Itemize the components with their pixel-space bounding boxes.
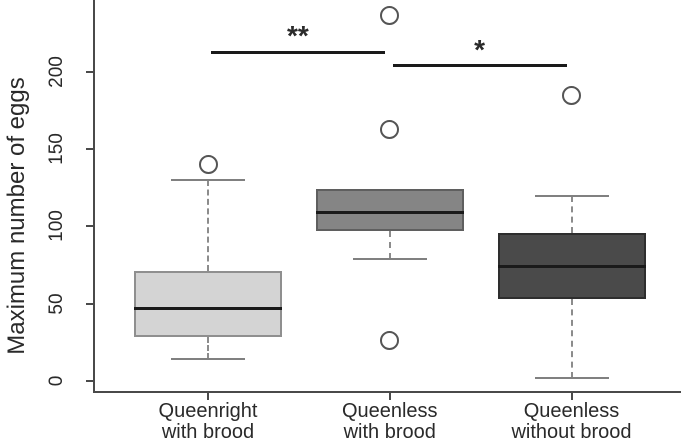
y-axis-tick xyxy=(86,379,94,382)
lower-whisker-line-queenright-with-brood xyxy=(207,337,209,360)
median-line-queenless-without-brood xyxy=(497,265,646,269)
y-axis-tick xyxy=(86,71,94,74)
x-axis-tick-queenright-with-brood xyxy=(207,392,209,400)
box-queenless-with-brood xyxy=(315,189,464,232)
category-label-line: with brood xyxy=(161,421,255,442)
y-axis-tick xyxy=(86,302,94,305)
y-tick-label: 100 xyxy=(46,210,67,243)
category-label-queenright-with-brood: Queenright with brood xyxy=(108,401,308,442)
outlier-point-queenless-with-brood xyxy=(380,119,400,139)
y-axis-title: Maximum number of eggs xyxy=(3,77,30,355)
x-axis-tick-queenless-with-brood xyxy=(388,392,391,400)
lower-whisker-line-queenless-with-brood xyxy=(388,231,391,259)
significance-bar xyxy=(392,64,567,68)
median-line-queenless-with-brood xyxy=(315,211,464,214)
y-axis-tick xyxy=(86,225,94,228)
outlier-point-queenless-without-brood xyxy=(562,85,581,105)
lower-whisker-cap-queenright-with-brood xyxy=(171,358,245,361)
category-label-line: with brood xyxy=(343,421,436,442)
y-tick-label: 150 xyxy=(46,133,67,166)
significance-bar xyxy=(211,50,385,54)
y-axis-line xyxy=(93,0,95,392)
category-label-line: Queenless xyxy=(341,400,438,422)
box-queenright-with-brood xyxy=(134,271,282,338)
outlier-point-queenless-with-brood xyxy=(380,5,400,25)
x-axis-tick-queenless-without-brood xyxy=(570,392,573,400)
outlier-point-queenless-with-brood xyxy=(380,331,400,351)
y-tick-label: 50 xyxy=(46,292,67,315)
median-line-queenright-with-brood xyxy=(134,306,282,310)
lower-whisker-cap-queenless-without-brood xyxy=(534,376,609,379)
upper-whisker-line-queenless-without-brood xyxy=(570,195,573,233)
category-label-line: Queenless xyxy=(523,400,620,422)
lower-whisker-cap-queenless-with-brood xyxy=(352,257,427,260)
category-label-queenless-with-brood: Queenless with brood xyxy=(290,401,490,442)
x-axis-line xyxy=(93,391,681,393)
category-label-queenless-without-brood: Queenless without brood xyxy=(472,401,672,442)
y-tick-label: 0 xyxy=(46,375,67,386)
lower-whisker-line-queenless-without-brood xyxy=(570,298,573,378)
significance-label: ** xyxy=(286,20,309,52)
upper-whisker-cap-queenright-with-brood xyxy=(171,179,245,182)
y-tick-label: 200 xyxy=(46,56,67,88)
category-label-line: Queenright xyxy=(158,400,258,422)
upper-whisker-line-queenright-with-brood xyxy=(207,180,209,272)
y-axis-tick xyxy=(86,148,94,151)
upper-whisker-cap-queenless-without-brood xyxy=(534,194,609,197)
significance-label: * xyxy=(474,33,486,65)
category-label-line: without brood xyxy=(511,421,632,442)
outlier-point-queenright-with-brood xyxy=(198,155,218,175)
